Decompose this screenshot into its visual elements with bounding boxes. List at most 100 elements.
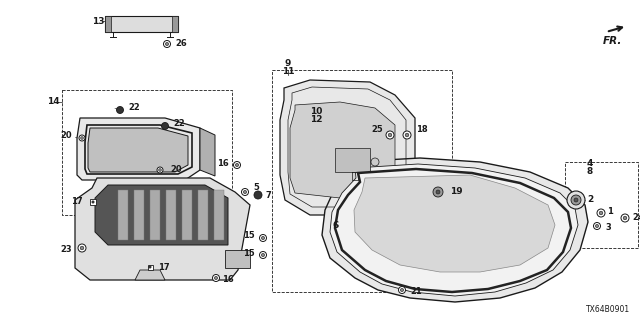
Circle shape <box>403 131 411 139</box>
Polygon shape <box>182 190 192 240</box>
Text: 22: 22 <box>128 102 140 111</box>
Circle shape <box>401 288 404 292</box>
Polygon shape <box>200 128 215 176</box>
Polygon shape <box>354 175 555 272</box>
Text: 24: 24 <box>632 213 640 222</box>
Circle shape <box>261 236 264 240</box>
Polygon shape <box>75 178 250 280</box>
Circle shape <box>80 246 84 250</box>
Bar <box>147 265 152 269</box>
Text: 16: 16 <box>217 158 229 167</box>
Circle shape <box>116 107 124 114</box>
Text: TX64B0901: TX64B0901 <box>586 305 630 314</box>
Circle shape <box>254 191 262 199</box>
Text: 21: 21 <box>410 287 422 297</box>
Circle shape <box>214 276 218 280</box>
Circle shape <box>157 167 163 173</box>
Polygon shape <box>198 190 208 240</box>
Circle shape <box>236 164 239 167</box>
Circle shape <box>234 162 241 169</box>
Polygon shape <box>335 148 370 172</box>
Text: 2: 2 <box>587 196 593 204</box>
Text: 18: 18 <box>416 125 428 134</box>
Circle shape <box>621 214 629 222</box>
Circle shape <box>388 133 392 137</box>
Circle shape <box>599 211 603 215</box>
Circle shape <box>567 191 585 209</box>
Circle shape <box>405 133 409 137</box>
Text: 23: 23 <box>60 245 72 254</box>
Circle shape <box>241 188 248 196</box>
Text: 17: 17 <box>72 197 83 206</box>
Circle shape <box>597 209 605 217</box>
Text: 25: 25 <box>371 125 383 134</box>
Circle shape <box>593 222 600 229</box>
Circle shape <box>399 286 406 293</box>
Polygon shape <box>77 118 200 180</box>
Text: 22: 22 <box>173 119 185 129</box>
Polygon shape <box>225 250 250 268</box>
Circle shape <box>429 183 447 201</box>
Circle shape <box>78 244 86 252</box>
Text: 3: 3 <box>605 223 611 233</box>
Text: 1: 1 <box>607 207 613 217</box>
Polygon shape <box>95 185 228 245</box>
Polygon shape <box>118 190 128 240</box>
Polygon shape <box>150 190 160 240</box>
Circle shape <box>261 253 264 257</box>
Circle shape <box>81 137 83 139</box>
Circle shape <box>574 198 578 202</box>
Text: 12: 12 <box>310 116 323 124</box>
Text: 15: 15 <box>243 231 255 241</box>
Text: FR.: FR. <box>603 36 622 46</box>
Polygon shape <box>214 190 224 240</box>
Text: 4: 4 <box>587 158 593 167</box>
Text: 26: 26 <box>175 39 187 49</box>
Circle shape <box>595 224 598 228</box>
Text: 20: 20 <box>60 132 72 140</box>
Circle shape <box>212 275 220 282</box>
Circle shape <box>259 235 266 242</box>
Polygon shape <box>134 190 144 240</box>
Circle shape <box>165 43 168 45</box>
Polygon shape <box>135 270 165 280</box>
Polygon shape <box>322 158 588 302</box>
Text: 20: 20 <box>170 165 182 174</box>
Circle shape <box>159 169 161 171</box>
Circle shape <box>79 135 85 141</box>
Polygon shape <box>105 16 178 32</box>
Polygon shape <box>105 16 111 32</box>
Text: 11: 11 <box>282 68 294 76</box>
Text: 7: 7 <box>265 190 271 199</box>
Circle shape <box>386 131 394 139</box>
Circle shape <box>149 266 151 268</box>
Circle shape <box>571 195 581 205</box>
Text: 15: 15 <box>243 249 255 258</box>
Circle shape <box>436 190 440 194</box>
Text: 6: 6 <box>333 220 339 229</box>
Polygon shape <box>88 128 188 172</box>
Circle shape <box>623 216 627 220</box>
Circle shape <box>371 158 379 166</box>
Circle shape <box>163 41 170 47</box>
Text: 14: 14 <box>47 98 60 107</box>
Polygon shape <box>172 16 178 32</box>
Circle shape <box>161 123 168 130</box>
Text: 16: 16 <box>222 276 234 284</box>
Text: 9: 9 <box>285 60 291 68</box>
Bar <box>90 199 96 205</box>
Polygon shape <box>290 102 395 198</box>
Circle shape <box>243 190 246 194</box>
Circle shape <box>92 201 94 203</box>
Polygon shape <box>330 164 578 296</box>
Circle shape <box>433 187 443 197</box>
Circle shape <box>259 252 266 259</box>
Text: 17: 17 <box>158 262 170 271</box>
Text: 10: 10 <box>310 108 323 116</box>
Text: 8: 8 <box>587 166 593 175</box>
Polygon shape <box>280 80 415 215</box>
Text: 5: 5 <box>253 183 259 193</box>
Text: 13: 13 <box>92 17 104 26</box>
Polygon shape <box>166 190 176 240</box>
Text: 19: 19 <box>450 188 463 196</box>
